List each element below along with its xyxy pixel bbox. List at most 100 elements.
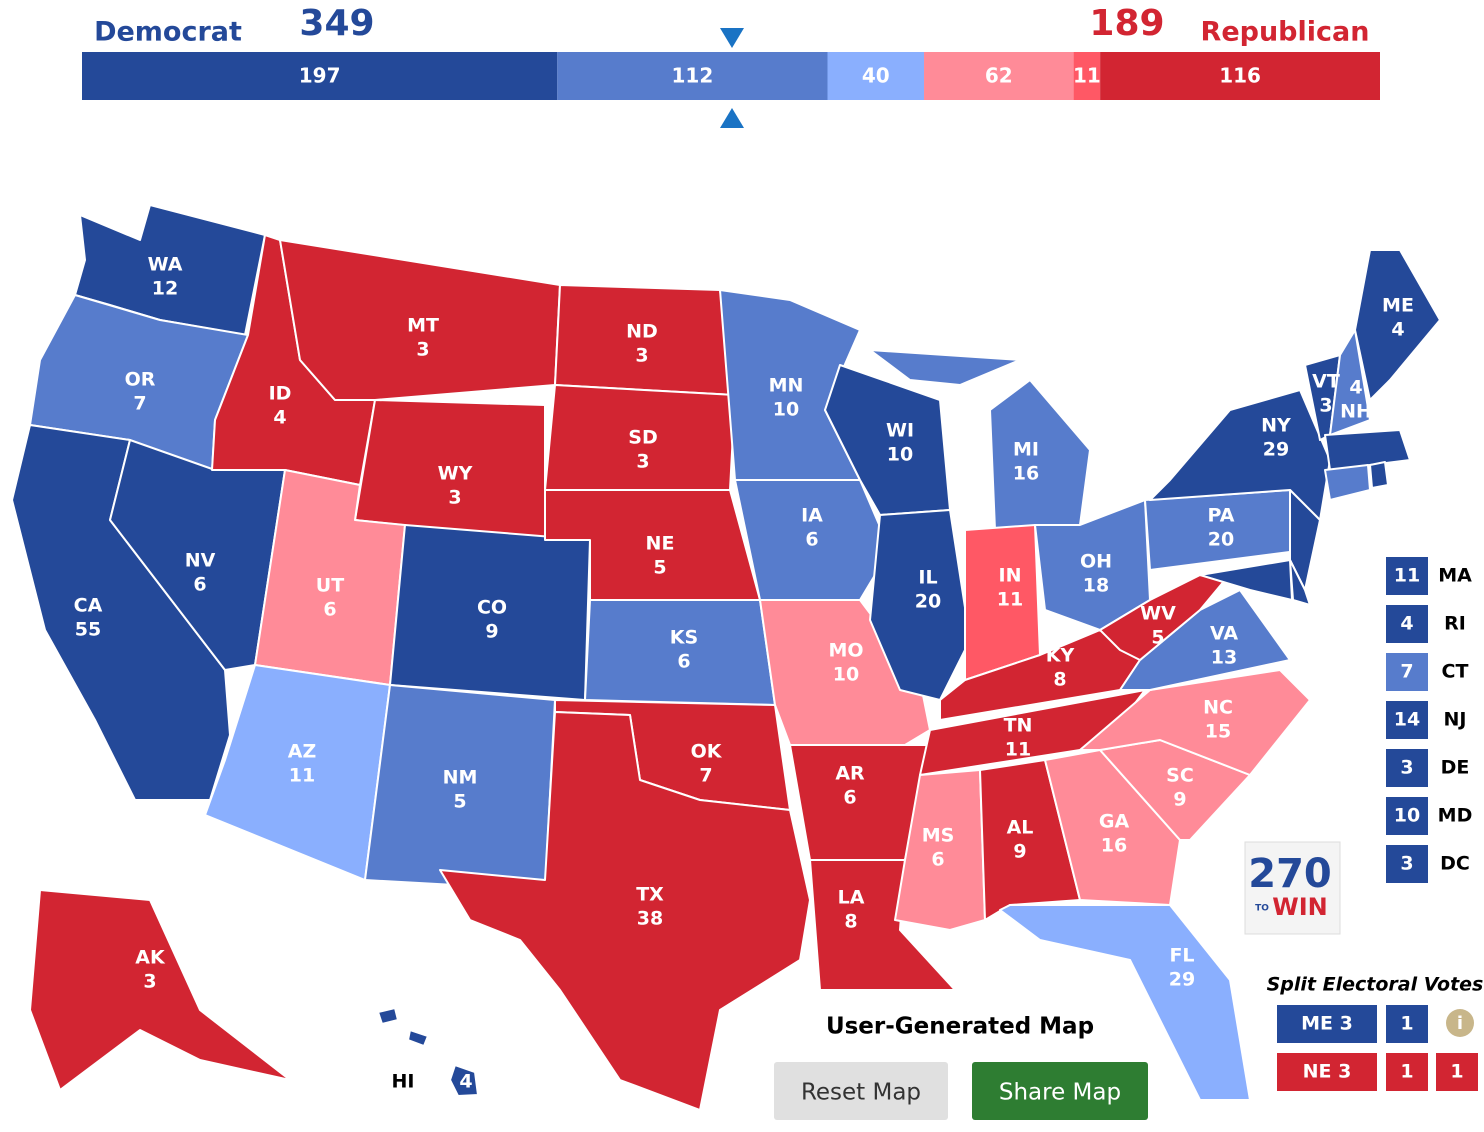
state-ev: 10	[833, 664, 859, 686]
state-shape[interactable]	[204, 664, 391, 881]
state-shape[interactable]	[1149, 389, 1331, 521]
state-ev: 55	[75, 619, 101, 641]
state-ev: 11	[289, 765, 315, 787]
bar-segment	[1100, 52, 1380, 100]
reset-button-bg[interactable]	[774, 1062, 948, 1120]
small-state-list: 11 MA 4 RI 7 CT 14 NJ 3 DE 10 MD 3 DC	[1386, 557, 1472, 883]
state-ev: 16	[1101, 835, 1127, 857]
state-abbr: ND	[626, 321, 658, 343]
state-ev: 3	[416, 339, 429, 361]
split-vote-box	[1436, 1053, 1478, 1091]
split-vote: 1	[1450, 1061, 1463, 1083]
state-ev: 20	[915, 591, 941, 613]
reset-button[interactable]: Reset Map	[774, 1062, 948, 1120]
state-shape[interactable]	[449, 1064, 479, 1097]
marker-bottom	[720, 108, 744, 128]
state-shape[interactable]	[1044, 749, 1181, 906]
state-shape[interactable]	[407, 1029, 429, 1047]
state-ev: 6	[677, 651, 690, 673]
state-shape[interactable]	[1329, 329, 1371, 436]
small-state-abbr: NJ	[1444, 709, 1467, 731]
small-state-box	[1386, 701, 1428, 739]
state-ev: 4	[459, 1071, 472, 1093]
state-ev: 5	[653, 557, 666, 579]
state-ev: 5	[1151, 627, 1164, 649]
state-shape[interactable]	[29, 889, 291, 1091]
bar-segment-label: 197	[299, 64, 341, 88]
state-shape[interactable]	[1324, 429, 1411, 471]
split-vote-box	[1386, 1005, 1428, 1043]
small-state-abbr: CT	[1442, 661, 1469, 683]
reset-button-label[interactable]: Reset Map	[801, 1080, 921, 1106]
state-abbr: NY	[1261, 415, 1291, 437]
state-ev: 6	[193, 574, 206, 596]
state-ev: 3	[143, 971, 156, 993]
state-ev: 8	[1053, 669, 1066, 691]
dem-total: 349	[299, 3, 374, 44]
state-shape[interactable]	[377, 1007, 399, 1025]
state-abbr: UT	[316, 575, 344, 597]
state-abbr: NV	[185, 550, 216, 572]
state-abbr: FL	[1169, 945, 1194, 967]
split-state-box	[1277, 1005, 1377, 1043]
small-state-ev: 14	[1394, 709, 1420, 731]
state-abbr: SC	[1166, 765, 1194, 787]
bar-segment-label: 116	[1219, 64, 1261, 88]
state-shape[interactable]	[1324, 464, 1371, 501]
small-state-box	[1386, 797, 1428, 835]
share-button-bg[interactable]	[972, 1062, 1148, 1120]
logo-number: 270	[1248, 851, 1332, 897]
small-state-abbr: DE	[1441, 757, 1470, 779]
state-shape[interactable]	[869, 349, 1021, 386]
us-map	[11, 204, 1441, 1111]
state-shape[interactable]	[439, 711, 811, 1111]
small-state-box	[1386, 557, 1428, 595]
logo-small: TO	[1255, 904, 1269, 914]
state-ev: 7	[699, 765, 712, 787]
state-abbr: AR	[835, 763, 865, 785]
state-abbr: MS	[922, 825, 955, 847]
bar-segment	[557, 52, 828, 100]
state-shape[interactable]	[1199, 559, 1293, 601]
state-abbr: MO	[828, 640, 863, 662]
small-state-box	[1386, 653, 1428, 691]
state-abbr: ME	[1382, 295, 1414, 317]
state-ev: 18	[1083, 575, 1109, 597]
state-ev: 3	[448, 487, 461, 509]
share-button[interactable]: Share Map	[972, 1062, 1148, 1120]
state-ev: 20	[1208, 529, 1234, 551]
info-icon[interactable]	[1446, 1009, 1474, 1037]
state-shape[interactable]	[989, 379, 1091, 531]
split-votes: ME 3 1 NE 3 1 1	[1277, 1005, 1478, 1091]
state-ev: 3	[636, 451, 649, 473]
state-ev: 29	[1169, 969, 1195, 991]
logo-box	[1244, 841, 1341, 935]
state-abbr: IN	[999, 565, 1022, 587]
split-vote-box	[1386, 1053, 1428, 1091]
state-ev: 16	[1013, 463, 1039, 485]
state-ev: 15	[1205, 721, 1231, 743]
bar-segment-label: 40	[862, 64, 890, 88]
bar-segment	[924, 52, 1074, 100]
state-ev: 38	[637, 908, 663, 930]
split-title: Split Electoral Votes	[1267, 974, 1484, 996]
split-vote: 1	[1400, 1013, 1413, 1035]
state-ev: 3	[1319, 395, 1332, 417]
state-shape[interactable]	[1354, 249, 1441, 401]
state-shape[interactable]	[1099, 574, 1226, 661]
state-abbr: HI	[392, 1071, 415, 1093]
bar-segment	[827, 52, 925, 100]
state-ev: 8	[844, 911, 857, 933]
state-shape[interactable]	[999, 904, 1251, 1101]
state-abbr: WV	[1140, 603, 1176, 625]
small-state-ev: 3	[1400, 853, 1413, 875]
state-ev: 7	[133, 393, 146, 415]
bar-segment	[1073, 52, 1101, 100]
dem-label: Democrat	[94, 17, 242, 48]
share-button-label[interactable]: Share Map	[999, 1080, 1121, 1106]
state-abbr: VA	[1210, 623, 1238, 645]
state-ev: 11	[1005, 739, 1031, 761]
state-shape[interactable]	[1079, 669, 1311, 776]
state-shape[interactable]	[1369, 461, 1389, 489]
